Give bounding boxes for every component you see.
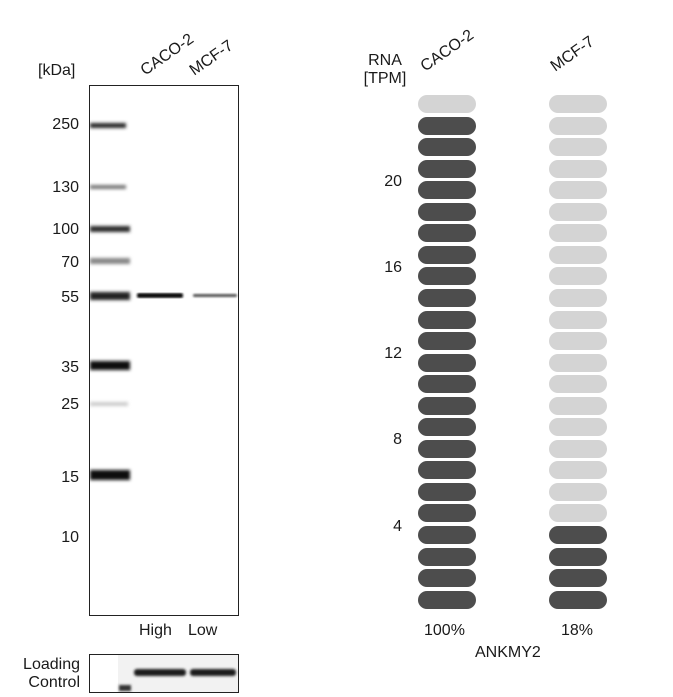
marker-55: 55 (61, 289, 79, 306)
tpm-segment-caco2 (418, 138, 476, 157)
tpm-segment-mcf7 (549, 482, 607, 501)
tpm-segment-caco2 (418, 418, 476, 437)
tpm-segment-caco2 (418, 116, 476, 135)
level-high: High (139, 622, 172, 639)
tpm-segment-mcf7 (549, 310, 607, 329)
loading-control-line2: Control (28, 674, 80, 691)
blot-lane-label-caco2: CACO-2 (137, 30, 197, 80)
tpm-segment-caco2 (418, 267, 476, 286)
tpm-segment-mcf7 (549, 181, 607, 200)
tpm-segment-mcf7 (549, 267, 607, 286)
marker-250: 250 (52, 116, 79, 133)
tpm-segment-mcf7 (549, 116, 607, 135)
tpm-segment-caco2 (418, 396, 476, 415)
tpm-tick-8: 8 (393, 431, 402, 448)
caco2-band (137, 293, 183, 298)
tpm-segment-mcf7 (549, 461, 607, 480)
blot-bands (90, 123, 237, 480)
tpm-segment-mcf7 (549, 375, 607, 394)
rna-category-mcf7: MCF-7 (547, 33, 598, 76)
tpm-segment-caco2 (418, 569, 476, 588)
tpm-segment-mcf7 (549, 159, 607, 178)
tpm-segment-mcf7 (549, 504, 607, 523)
tpm-segment-caco2 (418, 375, 476, 394)
tpm-segment-mcf7 (549, 569, 607, 588)
protein-ladder (90, 123, 130, 480)
tpm-tick-12: 12 (384, 345, 402, 362)
ladder-band-55 (90, 292, 130, 300)
tpm-segment-caco2 (418, 526, 476, 544)
tpm-segment-mcf7 (549, 202, 607, 221)
ladder-band-250 (90, 123, 126, 128)
kda-unit-label: [kDa] (38, 62, 76, 79)
tpm-segment-mcf7 (549, 138, 607, 157)
western-blot-membrane (89, 85, 239, 616)
ladder-band-15 (90, 470, 130, 480)
loading-band-caco2 (134, 669, 186, 676)
loading-band-mcf7 (190, 669, 236, 676)
loading-control-blot (89, 654, 239, 693)
tpm-segment-mcf7 (549, 547, 607, 566)
level-low: Low (188, 622, 218, 639)
tpm-tick-16: 16 (384, 259, 402, 276)
tpm-tick-4: 4 (393, 518, 402, 535)
rna-category-caco2: CACO-2 (417, 26, 477, 76)
ladder-band-130 (90, 185, 126, 189)
tpm-bar-caco2 (418, 95, 476, 611)
tpm-segment-mcf7 (549, 224, 607, 243)
tpm-bar-mcf7 (549, 95, 607, 611)
tpm-segment-mcf7 (549, 396, 607, 415)
tpm-segment-mcf7 (549, 439, 607, 458)
tpm-segment-caco2 (418, 353, 476, 372)
ladder-band-35 (90, 361, 130, 370)
marker-70: 70 (61, 254, 79, 271)
tpm-segment-caco2 (418, 224, 476, 243)
tpm-segment-caco2 (418, 288, 476, 307)
tpm-segment-mcf7 (549, 353, 607, 372)
tpm-segment-caco2 (418, 504, 476, 523)
tpm-segment-caco2 (418, 202, 476, 221)
tpm-segment-mcf7 (549, 418, 607, 437)
tpm-segment-caco2 (418, 461, 476, 480)
ladder-band-25 (90, 402, 128, 406)
ladder-band-70 (90, 258, 130, 264)
tpm-segment-caco2 (418, 159, 476, 178)
tpm-segment-mcf7 (549, 95, 607, 113)
value-label-mcf7: 18% (561, 622, 594, 639)
marker-10: 10 (61, 529, 79, 546)
tpm-segment-mcf7 (549, 526, 607, 544)
marker-25: 25 (61, 396, 79, 413)
loading-control-bands (90, 655, 238, 692)
tpm-segment-caco2 (418, 181, 476, 200)
rna-axis-label-line2: [TPM] (363, 70, 407, 87)
tpm-segment-caco2 (418, 245, 476, 264)
ladder-band-100 (90, 226, 130, 232)
marker-35: 35 (61, 359, 79, 376)
loading-control-label: Loading Control (17, 656, 80, 692)
loading-control-line1: Loading (23, 656, 80, 673)
tpm-segment-caco2 (418, 482, 476, 501)
tpm-tick-20: 20 (384, 173, 402, 190)
tpm-segment-mcf7 (549, 245, 607, 264)
tpm-segment-mcf7 (549, 590, 607, 609)
rna-axis-label: RNA [TPM] (356, 52, 414, 88)
value-label-caco2: 100% (424, 622, 465, 639)
tpm-segment-caco2 (418, 95, 476, 113)
marker-15: 15 (61, 469, 79, 486)
tpm-segment-caco2 (418, 332, 476, 351)
mcf7-band (193, 294, 237, 297)
tpm-segment-caco2 (418, 547, 476, 566)
tpm-segment-caco2 (418, 310, 476, 329)
tpm-segment-caco2 (418, 439, 476, 458)
tpm-segment-caco2 (418, 590, 476, 609)
tpm-segment-mcf7 (549, 288, 607, 307)
gene-name: ANKMY2 (475, 644, 541, 661)
rna-axis-label-line1: RNA (368, 52, 402, 69)
marker-100: 100 (52, 221, 79, 238)
tpm-segment-mcf7 (549, 332, 607, 351)
marker-130: 130 (52, 179, 79, 196)
loading-edge-mark (119, 685, 131, 691)
